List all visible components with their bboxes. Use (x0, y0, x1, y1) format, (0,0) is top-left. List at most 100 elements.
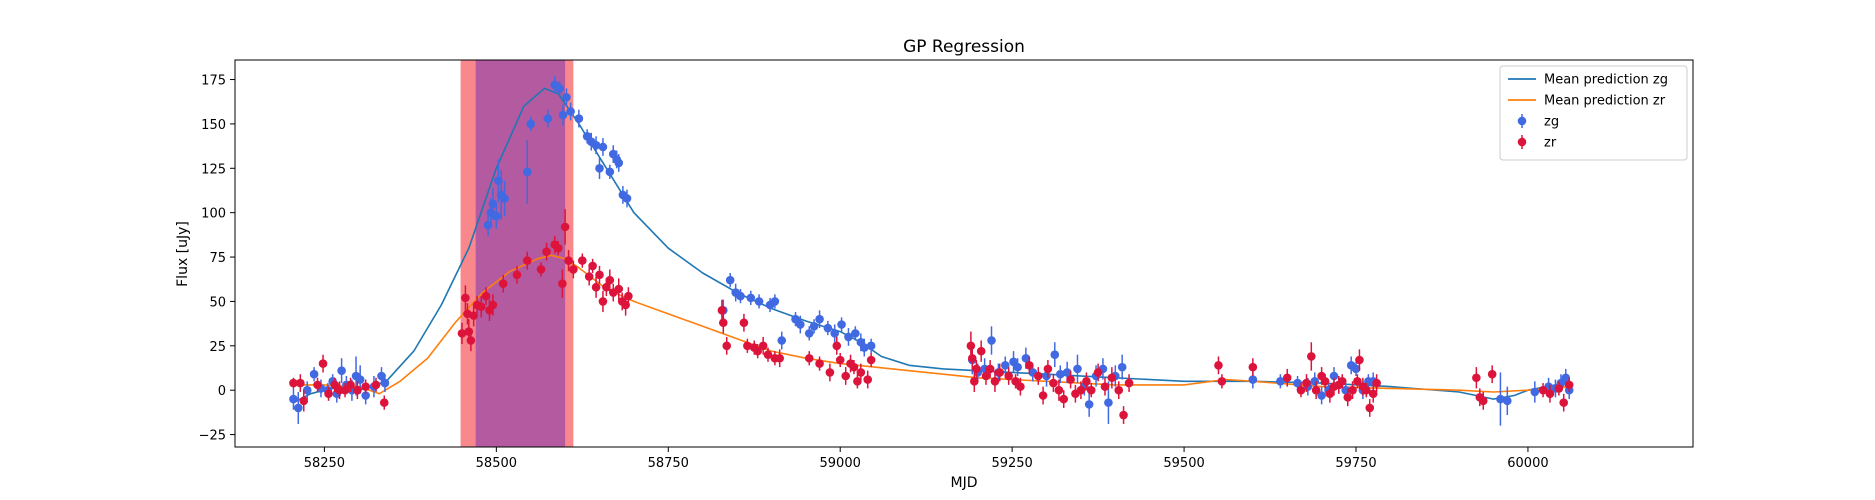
point-zr (1248, 358, 1258, 376)
point-zg (598, 138, 608, 156)
point-zg (605, 164, 615, 179)
marker (1355, 355, 1364, 365)
marker (804, 329, 814, 338)
marker (777, 336, 787, 345)
point-zr (371, 377, 381, 392)
shaded-regions (460, 60, 574, 447)
point-zr (1049, 374, 1058, 392)
point-zr (1025, 356, 1034, 375)
marker (863, 375, 873, 384)
marker (1365, 403, 1375, 413)
marker (595, 270, 604, 280)
marker (1104, 398, 1113, 407)
point-zg (1117, 354, 1127, 380)
marker (542, 247, 551, 257)
marker (853, 377, 862, 386)
marker (464, 327, 474, 336)
point-zr (296, 374, 305, 392)
marker (1311, 385, 1321, 395)
y-tick-label: 75 (209, 251, 226, 266)
marker (830, 329, 840, 338)
marker (377, 371, 386, 381)
marker (379, 398, 389, 407)
marker (985, 364, 995, 374)
point-zg (555, 81, 564, 96)
point-zg (777, 331, 787, 350)
point-zg (566, 102, 575, 121)
marker (1043, 364, 1053, 374)
point-zr (849, 360, 859, 375)
point-zr (466, 329, 476, 352)
point-zr (457, 322, 467, 345)
point-zr (1478, 391, 1488, 410)
point-zr (1348, 381, 1357, 400)
point-zr (972, 360, 981, 378)
point-zr (1100, 377, 1110, 396)
point-zg (614, 154, 624, 172)
marker (859, 343, 869, 352)
chart-title: GP Regression (903, 37, 1025, 57)
point-zr (1554, 381, 1564, 396)
marker (500, 194, 509, 203)
marker (481, 291, 491, 301)
point-zg (1276, 374, 1285, 389)
marker (1093, 368, 1103, 377)
point-zr (1355, 349, 1364, 371)
marker (1317, 391, 1326, 400)
marker (605, 275, 615, 285)
point-zr (863, 370, 873, 389)
point-zg (1000, 356, 1010, 375)
marker (1214, 361, 1223, 370)
point-zr (832, 336, 842, 355)
point-zg (622, 189, 632, 208)
marker (289, 394, 298, 404)
y-tick-label: −25 (199, 429, 226, 444)
marker (522, 167, 532, 177)
marker (835, 355, 845, 365)
point-zr (758, 336, 768, 355)
marker (736, 291, 745, 301)
marker (739, 318, 749, 328)
x-tick-label: 58250 (304, 456, 345, 471)
y-tick-label: 25 (209, 340, 226, 355)
marker (981, 371, 991, 381)
marker (588, 261, 597, 271)
point-zr (1038, 386, 1048, 405)
point-zr (558, 269, 567, 298)
marker (775, 353, 784, 363)
point-zr (1217, 374, 1227, 389)
plot-frame (234, 59, 1694, 448)
point-zr (825, 363, 835, 382)
point-zr (856, 363, 866, 382)
point-zg (522, 139, 532, 204)
marker (976, 346, 986, 356)
point-zg (526, 116, 536, 132)
marker (591, 282, 601, 292)
point-zg (837, 317, 846, 332)
marker (1248, 375, 1258, 384)
point-zg (595, 157, 604, 179)
legend-marker-swatch (1517, 137, 1527, 147)
point-zg (558, 104, 568, 126)
point-zr (1016, 377, 1025, 396)
point-zr (318, 354, 328, 373)
marker (1033, 371, 1043, 381)
x-tick-label: 59500 (1163, 456, 1204, 471)
point-zg (725, 273, 735, 288)
point-zr (976, 340, 986, 362)
marker (598, 142, 608, 152)
marker (313, 380, 322, 390)
point-zr (614, 278, 624, 300)
point-zg (809, 319, 819, 334)
point-zg (309, 367, 319, 382)
point-zr (835, 352, 845, 368)
marker (457, 329, 467, 338)
point-zr (753, 344, 762, 359)
marker (1329, 371, 1339, 381)
point-zr (1368, 384, 1378, 403)
marker (1054, 385, 1064, 395)
marker (1307, 352, 1316, 361)
point-zr (353, 381, 362, 400)
marker (1107, 373, 1117, 383)
marker (578, 256, 587, 265)
